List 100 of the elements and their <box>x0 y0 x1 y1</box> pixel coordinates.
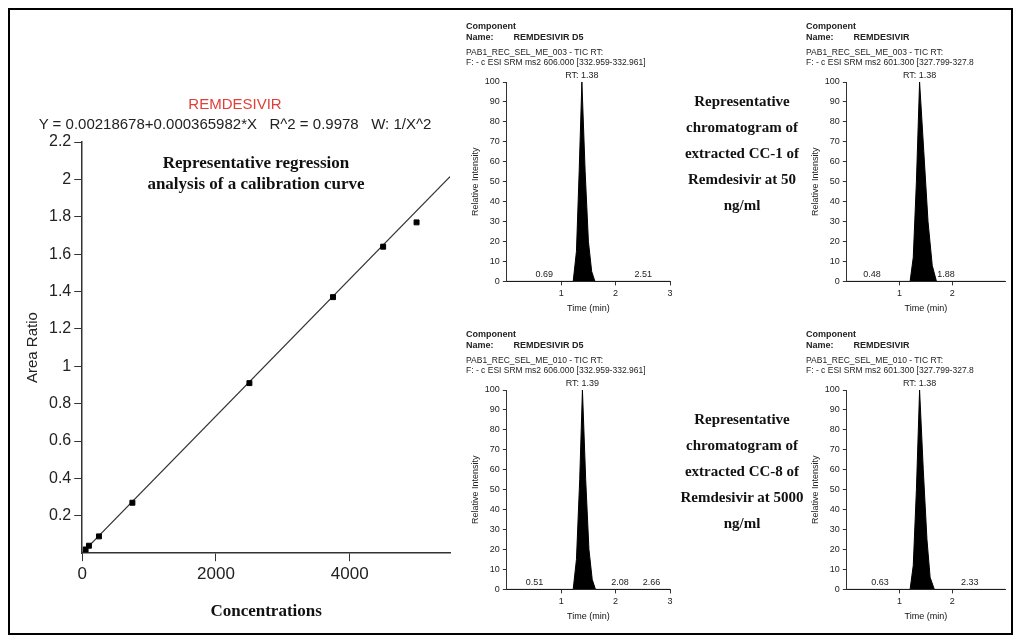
y-tick-label: 80 <box>489 424 500 435</box>
y-tick-label: 70 <box>829 444 840 455</box>
point <box>330 294 336 301</box>
point <box>85 542 92 549</box>
y-tick-label: 40 <box>489 196 500 207</box>
y-tick-label: 10 <box>829 255 840 266</box>
y-axis-title: Relative Intensity <box>469 454 480 524</box>
y-tick-label: 1.6 <box>48 244 72 262</box>
y-tick-label: 2 <box>62 169 72 187</box>
chart-subtitle: Y = 0.00218678+0.000365982*X R^2 = 0.9978 W: 1/X^2 <box>38 115 432 133</box>
annotation: 2.66 <box>642 577 661 588</box>
y-tick-label: 80 <box>489 116 500 127</box>
y-tick-label: 0 <box>834 275 840 286</box>
x-tick-label: 2 <box>949 596 955 607</box>
chart-subtitle: PAB1_REC_SEL_ME_010 - TIC RT: F: - c ESI SRM ms2 606.000 [332.959-332.961] <box>466 355 646 376</box>
annotation: 2.51 <box>634 269 653 280</box>
y-tick-label: 20 <box>829 544 840 554</box>
point <box>413 219 420 226</box>
y-tick-label: 40 <box>829 196 840 207</box>
y-tick-label: 2.2 <box>48 132 72 150</box>
y-tick-label: 50 <box>829 176 840 187</box>
annotation: RT: 1.38 <box>902 377 937 388</box>
y-tick-label: 0 <box>494 583 500 594</box>
y-tick-label: 20 <box>489 544 500 554</box>
y-tick-label: 1.2 <box>48 319 72 337</box>
x-tick-label: 2 <box>949 288 955 299</box>
y-tick-label: 10 <box>829 563 840 574</box>
x-axis-title: Time (min) <box>904 303 948 314</box>
annotation: 0.63 <box>871 577 889 588</box>
y-tick-label: 50 <box>829 484 840 495</box>
y-tick-label: 50 <box>489 176 500 187</box>
y-tick-label: 60 <box>829 464 840 475</box>
text: Representative chromatogram of extracted CC-8 of Remdesivir at 5000 ng/ml <box>679 410 805 533</box>
y-tick-label: 100 <box>484 76 500 87</box>
y-tick-label: 30 <box>489 524 500 535</box>
y-tick-label: 60 <box>829 156 840 167</box>
y-tick-label: 80 <box>829 116 840 127</box>
annotation: 0.51 <box>525 577 544 588</box>
chart-title: Component Name: REMDESIVIR <box>806 328 911 350</box>
point <box>129 499 136 506</box>
y-tick-label: 0.4 <box>48 468 72 486</box>
annotation: 1.88 <box>937 269 955 280</box>
annotation: RT: 1.39 <box>565 377 600 388</box>
y-tick-label: 50 <box>489 484 500 495</box>
x-tick-label: 1 <box>558 288 564 299</box>
y-tick-label: 90 <box>829 96 840 107</box>
y-tick-label: 90 <box>489 96 500 107</box>
y-axis-title: Relative Intensity <box>809 454 820 524</box>
y-tick-label: 40 <box>829 504 840 515</box>
y-tick-label: 1 <box>62 356 72 374</box>
x-tick-label: 2 <box>613 596 619 607</box>
chart-title: Component Name: REMDESIVIR D5 <box>466 328 584 350</box>
x-tick-label: 2000 <box>197 564 235 584</box>
x-axis-title: Time (min) <box>567 303 610 314</box>
y-axis-title: Area Ratio <box>23 312 41 384</box>
annotation: RT: 1.38 <box>565 69 599 80</box>
y-tick-label: 100 <box>824 76 840 87</box>
y-tick-label: 70 <box>489 136 500 147</box>
y-axis-title: Relative Intensity <box>469 146 480 216</box>
x-tick-label: 0 <box>77 564 87 584</box>
annotation: Representative regression analysis of a calibration curve <box>146 152 366 194</box>
annotation: 2.08 <box>611 577 629 588</box>
x-axis-title: Concentrations <box>210 601 323 621</box>
y-tick-label: 1.4 <box>48 281 72 299</box>
x-tick-label: 1 <box>558 596 564 607</box>
y-tick-label: 10 <box>489 563 500 574</box>
x-tick-label: 2 <box>613 288 619 299</box>
x-tick-label: 3 <box>667 288 673 299</box>
y-tick-label: 30 <box>829 524 840 535</box>
x-axis-title: Time (min) <box>904 611 948 622</box>
y-tick-label: 0.8 <box>48 394 72 412</box>
y-tick-label: 60 <box>489 156 500 167</box>
chart-title: Component Name: REMDESIVIR D5 <box>466 20 584 42</box>
y-tick-label: 30 <box>829 216 840 227</box>
y-tick-label: 0 <box>834 583 840 594</box>
y-tick-label: 60 <box>489 464 500 475</box>
y-tick-label: 0.6 <box>48 431 72 449</box>
y-tick-label: 10 <box>489 255 500 266</box>
y-tick-label: 70 <box>829 136 840 147</box>
chart-title: REMDESIVIR <box>188 95 282 113</box>
y-tick-label: 40 <box>489 504 500 515</box>
x-tick-label: 1 <box>897 596 903 607</box>
annotation: 2.33 <box>960 577 979 588</box>
x-axis-title: Time (min) <box>567 611 610 622</box>
x-tick-label: 3 <box>667 596 673 607</box>
y-tick-label: 20 <box>489 236 500 246</box>
y-tick-label: 0 <box>494 275 500 286</box>
chart-subtitle: PAB1_REC_SEL_ME_003 - TIC RT: F: - c ESI SRM ms2 601.300 [327.799-327.8 <box>806 47 974 68</box>
chart-subtitle: PAB1_REC_SEL_ME_003 - TIC RT: F: - c ESI SRM ms2 606.000 [332.959-332.961] <box>466 47 646 68</box>
y-tick-label: 20 <box>829 236 840 246</box>
annotation: 0.48 <box>863 269 881 280</box>
point <box>380 243 387 250</box>
annotation: 0.69 <box>535 269 554 280</box>
y-tick-label: 0.2 <box>48 506 72 524</box>
y-tick-label: 30 <box>489 216 500 227</box>
annotation: RT: 1.38 <box>902 69 937 80</box>
y-axis-title: Relative Intensity <box>809 146 820 216</box>
text: Representative chromatogram of extracted CC-1 of Remdesivir at 50 ng/ml <box>683 92 801 215</box>
x-tick-label: 4000 <box>330 564 369 584</box>
y-tick-label: 90 <box>829 404 840 415</box>
